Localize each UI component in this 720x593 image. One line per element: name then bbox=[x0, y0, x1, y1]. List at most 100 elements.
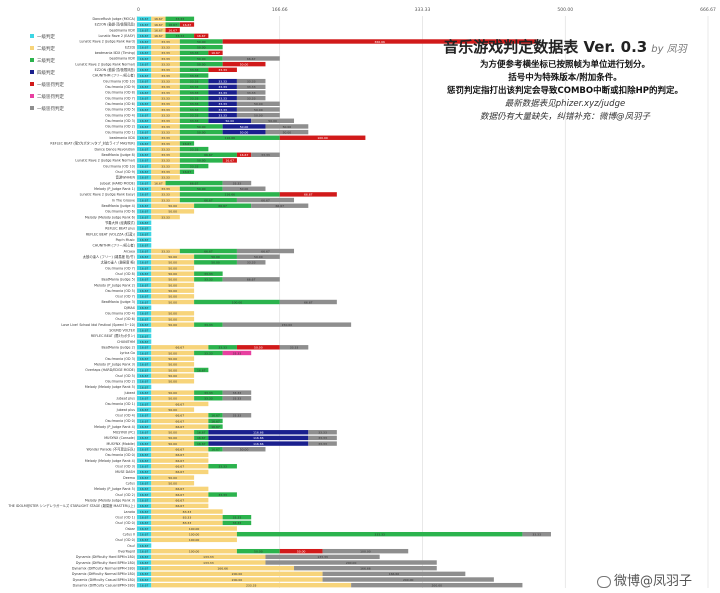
row-label: Lyrica Go bbox=[120, 351, 135, 355]
bar-segment-l1 bbox=[137, 260, 152, 265]
bar-value-label: 50.00 bbox=[254, 102, 263, 106]
bar-value-label: 16.67 bbox=[140, 561, 149, 565]
bar-segment-l2 bbox=[151, 203, 195, 208]
bar-segment-l1 bbox=[137, 452, 152, 458]
bar-value-label: 16.67 bbox=[140, 431, 149, 435]
bar-value-label: 33.33 bbox=[161, 130, 170, 134]
bar-value-label: 16.67 bbox=[225, 159, 234, 163]
bar-segment-p3 bbox=[308, 435, 337, 441]
bar-segment-l1 bbox=[137, 288, 152, 293]
bar-value-label: 33.33 bbox=[161, 153, 170, 157]
bar-segment-l2 bbox=[151, 282, 195, 288]
row-label: Osu! (OD 2) bbox=[115, 493, 135, 497]
bar-value-label: 16.67 bbox=[140, 583, 149, 587]
row-label: Osu!mania (OD 10) bbox=[103, 164, 135, 168]
bar-value-label: 66.67 bbox=[176, 419, 185, 423]
bar-value-label: 50.00 bbox=[254, 108, 263, 112]
bar-segment-l1 bbox=[137, 464, 152, 469]
row-label: BeatMania (Judge 5) bbox=[101, 278, 135, 282]
bar-value-label: 16.67 bbox=[140, 119, 149, 123]
row-label: Melody (P_Judge Rank 4) bbox=[94, 425, 135, 429]
bar-value-label: 50.00 bbox=[283, 130, 292, 134]
bar-value-label: 100.00 bbox=[360, 550, 371, 554]
row-label: Osu! (OD 5) bbox=[115, 374, 135, 378]
bar-segment-l3 bbox=[179, 61, 223, 67]
row-label: SOUND VOLTEX bbox=[109, 329, 135, 333]
bar-value-label: 16.67 bbox=[140, 323, 149, 327]
bar-value-label: 66.67 bbox=[176, 459, 185, 463]
bar-value-label: 233.33 bbox=[246, 583, 257, 587]
bar-value-label: 16.67 bbox=[140, 40, 149, 44]
bar-segment-p3 bbox=[236, 112, 280, 118]
bar-segment-l1 bbox=[137, 492, 152, 497]
bar-segment-l1 bbox=[137, 475, 152, 480]
bar-segment-l1 bbox=[137, 413, 152, 418]
bar-value-label: 16.67 bbox=[140, 340, 149, 344]
bar-segment-l3 bbox=[179, 90, 209, 95]
bar-value-label: 66.67 bbox=[261, 198, 270, 202]
bar-segment-l3 bbox=[179, 73, 209, 78]
bar-value-label: 16.67 bbox=[140, 578, 149, 582]
bar-value-label: 16.67 bbox=[140, 136, 149, 140]
bar-value-label: 66.67 bbox=[247, 57, 256, 61]
bar-segment-l2 bbox=[151, 112, 180, 118]
bar-segment-l1 bbox=[137, 129, 152, 135]
bar-segment-l1 bbox=[137, 152, 152, 157]
bar-value-label: 33.33 bbox=[233, 521, 242, 525]
bar-segment-l2 bbox=[151, 84, 180, 90]
bar-value-label: 50.00 bbox=[168, 289, 177, 293]
bar-segment-l2 bbox=[151, 503, 209, 509]
bar-value-label: 50.00 bbox=[168, 380, 177, 384]
bar-segment-l1 bbox=[137, 447, 152, 452]
bar-value-label: 33.33 bbox=[318, 436, 327, 440]
row-label: Osu!mania (OD 10) bbox=[103, 79, 135, 83]
bar-value-label: 83.33 bbox=[183, 510, 192, 514]
bar-value-label: 16.67 bbox=[140, 448, 149, 452]
bar-segment-l1 bbox=[137, 367, 152, 373]
bar-segment-p3 bbox=[222, 447, 266, 452]
bar-value-label: 16.67 bbox=[211, 448, 220, 452]
row-label: 音游WHHEN bbox=[116, 175, 136, 180]
bar-segment-l1 bbox=[137, 333, 152, 339]
bar-value-label: 33.33 bbox=[161, 170, 170, 174]
bar-value-label: 16.67 bbox=[140, 295, 149, 299]
bar-value-label: 50.00 bbox=[168, 374, 177, 378]
bar-value-label: 50.00 bbox=[168, 272, 177, 276]
bar-segment-l3 bbox=[194, 277, 223, 282]
bar-segment-l2 bbox=[151, 294, 195, 299]
bar-segment-l1 bbox=[137, 95, 152, 101]
bar-segment-l1 bbox=[137, 498, 152, 503]
row-label: Love Live! School Idol Festival (Speed 5… bbox=[61, 323, 135, 327]
bar-segment-l2 bbox=[151, 486, 209, 492]
bar-segment-l2 bbox=[151, 27, 166, 33]
bar-segment-l3 bbox=[208, 424, 223, 429]
bar-segment-l1 bbox=[137, 379, 152, 384]
bar-segment-l2 bbox=[151, 464, 209, 469]
bar-segment-p1 bbox=[236, 345, 280, 350]
bar-segment-l3 bbox=[236, 531, 523, 537]
bar-value-label: 16.67 bbox=[140, 572, 149, 576]
bar-segment-l3 bbox=[208, 447, 223, 452]
bar-value-label: 50.00 bbox=[168, 482, 177, 486]
bar-segment-p3 bbox=[265, 124, 309, 129]
bar-value-label: 33.33 bbox=[190, 91, 199, 95]
bar-value-label: 16.67 bbox=[140, 238, 149, 242]
bar-value-label: 50.00 bbox=[197, 159, 206, 163]
bar-value-label: 66.67 bbox=[204, 153, 213, 157]
bar-segment-l3 bbox=[194, 441, 209, 446]
bar-segment-l3 bbox=[179, 67, 209, 73]
bar-value-label: 50.00 bbox=[168, 436, 177, 440]
bar-value-label: 33.33 bbox=[218, 346, 227, 350]
row-label: Osu!mania (OD 4) bbox=[105, 113, 135, 117]
bar-segment-l3 bbox=[194, 367, 209, 373]
bar-segment-l1 bbox=[137, 560, 152, 565]
bar-segment-l2 bbox=[151, 135, 180, 140]
bar-segment-l4 bbox=[208, 95, 237, 101]
bar-segment-l1 bbox=[137, 548, 152, 554]
chart-title: 音乐游戏判定数据表 Ver. 0.3 by 凤羽 bbox=[420, 36, 710, 57]
bar-value-label: 16.67 bbox=[140, 187, 149, 191]
latest-link[interactable]: 最新数据表见phizer.xyz/judge bbox=[504, 99, 626, 109]
row-label: Melody (P_Judge Rank 5) bbox=[94, 487, 135, 491]
bar-segment-l3 bbox=[222, 520, 252, 526]
bar-value-label: 33.33 bbox=[218, 85, 227, 89]
